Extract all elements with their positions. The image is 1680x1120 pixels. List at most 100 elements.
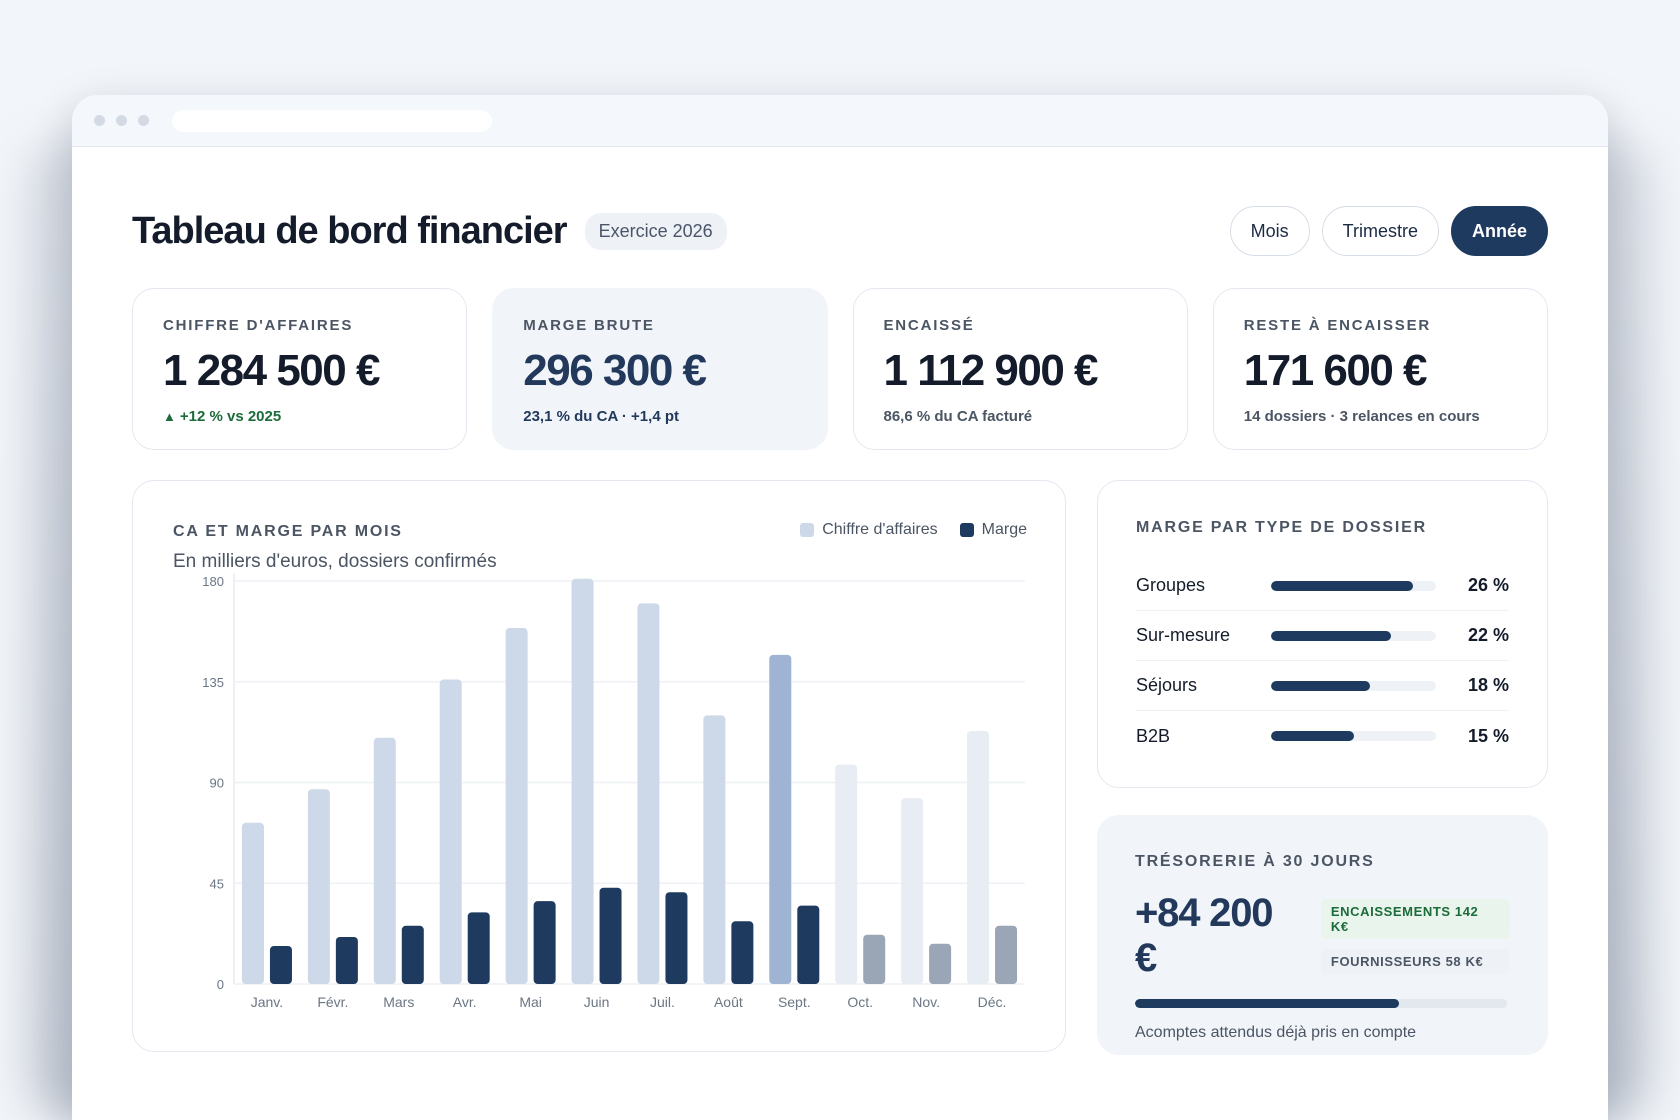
- type-bar-fill: [1271, 630, 1392, 641]
- type-percent: 18 %: [1467, 675, 1509, 695]
- legend-swatch-margin: [959, 523, 974, 537]
- period-selector: Mois Trimestre Année: [1229, 206, 1548, 256]
- bar-margin-12: [995, 925, 1018, 984]
- type-bar-fill: [1271, 580, 1413, 591]
- x-tick-label: Mars: [383, 994, 414, 1010]
- window-dot-close[interactable]: [94, 115, 105, 126]
- bar-margin-4: [467, 912, 490, 984]
- kpi-value: 171 600 €: [1243, 346, 1428, 395]
- type-bar-track: [1271, 731, 1436, 741]
- monthly-bar-chart: 0 45 90 135 180 Janv. Févr. Mars Avr. Mai Juin Juil…: [202, 573, 1025, 1010]
- x-tick-label: Avr.: [453, 994, 477, 1010]
- kpi-sub: 14 dossiers · 3 relances en cours: [1243, 408, 1480, 425]
- type-bar-track: [1271, 630, 1436, 641]
- x-tick-label: Mai: [519, 994, 542, 1010]
- bar-margin-11: [929, 943, 952, 984]
- x-tick-label: Déc.: [978, 994, 1007, 1010]
- kpi-card-outstanding[interactable]: RESTE À ENCAISSER 171 600 € 14 dossiers …: [1212, 288, 1548, 450]
- monthly-chart-card: 0 45 90 135 180 Janv. Févr. Mars Avr. Mai Juin Juil…: [132, 480, 1066, 1052]
- x-tick-label: Sept.: [778, 994, 811, 1010]
- bar-revenue-6: [571, 578, 594, 984]
- bar-revenue-7: [637, 603, 660, 984]
- bar-margin-9: [797, 905, 820, 984]
- bar-revenue-3: [373, 737, 396, 984]
- bar-margin-1: [269, 945, 292, 984]
- cash-card-title: TRÉSORERIE À 30 JOURS: [1135, 853, 1375, 870]
- type-row-sejours[interactable]: Séjours 18 %: [1136, 661, 1509, 711]
- incoming-tag: ENCAISSEMENTS 142 K€: [1320, 898, 1510, 939]
- type-row-groupes[interactable]: Groupes 26 %: [1136, 561, 1509, 611]
- page-title: Tableau de bord financier: [132, 209, 568, 252]
- bar-margin-6: [599, 887, 622, 984]
- y-tick-label: 135: [202, 675, 224, 690]
- kpi-sub: 23,1 % du CA · +1,4 pt: [523, 408, 679, 425]
- legend-label: Marge: [981, 521, 1027, 538]
- kpi-label: CHIFFRE D'AFFAIRES: [163, 317, 354, 334]
- x-tick-label: Nov.: [912, 994, 940, 1010]
- cash-progress-track: [1135, 999, 1507, 1008]
- chart-legend: Chiffre d'affaires Marge: [800, 521, 1027, 539]
- legend-swatch-revenue: [800, 523, 815, 537]
- type-percent: 22 %: [1467, 625, 1509, 645]
- type-bar-track: [1271, 680, 1436, 691]
- cash-note: Acomptes attendus déjà pris en compte: [1135, 1024, 1417, 1041]
- type-list: Groupes 26 % Sur-mesure 22 % Séjours 18 …: [1136, 561, 1509, 761]
- cash-progress-fill: [1135, 999, 1400, 1008]
- y-tick-label: 45: [210, 876, 224, 891]
- bar-revenue-10: [835, 764, 858, 984]
- page-header: Tableau de bord financier Exercice 2026 …: [132, 205, 1548, 257]
- x-tick-label: Août: [714, 994, 743, 1010]
- bar-revenue-9: [769, 654, 792, 984]
- x-tick-label: Oct.: [847, 994, 873, 1010]
- x-tick-label: Juil.: [650, 994, 675, 1010]
- kpi-card-collected[interactable]: ENCAISSÉ 1 112 900 € 86,6 % du CA factur…: [852, 288, 1188, 450]
- kpi-label: MARGE BRUTE: [523, 317, 655, 334]
- legend-label: Chiffre d'affaires: [822, 521, 938, 538]
- fiscal-year-badge: Exercice 2026: [584, 212, 727, 250]
- legend-item-revenue[interactable]: Chiffre d'affaires: [800, 521, 938, 539]
- kpi-trend-text: +12 % vs 2025: [179, 408, 282, 425]
- kpi-label: ENCAISSÉ: [883, 317, 975, 334]
- type-row-sur-mesure[interactable]: Sur-mesure 22 %: [1136, 611, 1509, 661]
- bar-margin-8: [731, 921, 754, 984]
- type-bar-track: [1271, 580, 1436, 591]
- type-card-title: MARGE PAR TYPE DE DOSSIER: [1136, 519, 1427, 536]
- bar-revenue-4: [439, 679, 462, 984]
- type-percent: 26 %: [1467, 575, 1509, 595]
- cash-tags: ENCAISSEMENTS 142 K€ FOURNISSEURS 58 K€: [1320, 898, 1510, 974]
- kpi-card-gross-margin[interactable]: MARGE BRUTE 296 300 € 23,1 % du CA · +1,…: [492, 288, 828, 450]
- legend-item-margin[interactable]: Marge: [959, 521, 1027, 539]
- type-name: Sur-mesure: [1136, 625, 1231, 645]
- x-tick-label: Févr.: [317, 994, 348, 1010]
- y-tick-label: 180: [202, 574, 224, 589]
- cash-forecast-card: TRÉSORERIE À 30 JOURS +84 200 € ENCAISSE…: [1097, 815, 1548, 1055]
- kpi-value: 1 284 500 €: [163, 346, 380, 395]
- bar-revenue-12: [967, 731, 990, 984]
- type-percent: 15 %: [1467, 725, 1509, 746]
- kpi-trend: ▲ +12 % vs 2025: [163, 408, 436, 425]
- trend-up-icon: ▲: [163, 409, 176, 424]
- type-bar-fill: [1271, 731, 1354, 741]
- window-dot-maximize[interactable]: [138, 115, 149, 126]
- period-quarter-button[interactable]: Trimestre: [1321, 206, 1439, 256]
- bar-revenue-1: [241, 822, 264, 984]
- kpi-value: 1 112 900 €: [883, 346, 1099, 395]
- kpi-card-revenue[interactable]: CHIFFRE D'AFFAIRES 1 284 500 € ▲ +12 % vs…: [132, 288, 468, 450]
- kpi-value: 296 300 €: [523, 346, 707, 395]
- period-month-button[interactable]: Mois: [1229, 206, 1310, 256]
- kpi-row: CHIFFRE D'AFFAIRES 1 284 500 € ▲ +12 % vs…: [132, 288, 1548, 450]
- y-tick-label: 0: [217, 977, 224, 992]
- y-tick-label: 90: [210, 776, 224, 791]
- suppliers-tag: FOURNISSEURS 58 K€: [1320, 948, 1510, 974]
- address-bar[interactable]: [172, 109, 492, 132]
- bar-margin-2: [335, 936, 358, 984]
- type-name: B2B: [1136, 725, 1171, 746]
- period-year-button[interactable]: Année: [1450, 206, 1548, 256]
- type-name: Séjours: [1136, 675, 1198, 695]
- bar-margin-3: [401, 925, 424, 984]
- bar-revenue-11: [901, 798, 924, 984]
- type-row-b2b[interactable]: B2B 15 %: [1136, 711, 1509, 761]
- x-tick-label: Janv.: [251, 994, 283, 1010]
- window-dot-minimize[interactable]: [116, 115, 127, 126]
- type-bar-fill: [1271, 680, 1370, 691]
